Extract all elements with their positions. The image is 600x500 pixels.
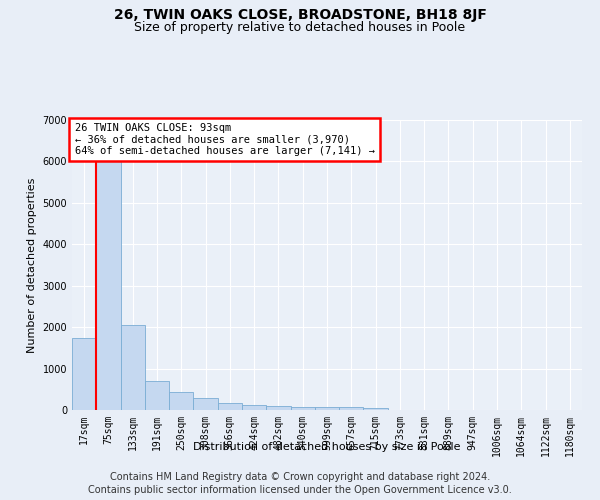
Text: Distribution of detached houses by size in Poole: Distribution of detached houses by size … (193, 442, 461, 452)
Bar (169, 392, 193, 410)
Bar (121, 325, 145, 410)
Bar (145, 381, 169, 410)
Text: Size of property relative to detached houses in Poole: Size of property relative to detached ho… (134, 21, 466, 34)
Y-axis label: Number of detached properties: Number of detached properties (27, 178, 37, 352)
Bar (72, 338, 96, 410)
Bar (290, 407, 315, 410)
Bar (315, 407, 339, 410)
Text: Contains public sector information licensed under the Open Government Licence v3: Contains public sector information licen… (88, 485, 512, 495)
Text: 26, TWIN OAKS CLOSE, BROADSTONE, BH18 8JF: 26, TWIN OAKS CLOSE, BROADSTONE, BH18 8J… (113, 8, 487, 22)
Bar (364, 408, 388, 410)
Bar (218, 404, 242, 410)
Text: 26 TWIN OAKS CLOSE: 93sqm
← 36% of detached houses are smaller (3,970)
64% of se: 26 TWIN OAKS CLOSE: 93sqm ← 36% of detac… (74, 123, 374, 156)
Text: Contains HM Land Registry data © Crown copyright and database right 2024.: Contains HM Land Registry data © Crown c… (110, 472, 490, 482)
Bar (242, 406, 266, 410)
Bar (193, 398, 218, 410)
Bar (96, 147, 121, 410)
Bar (339, 408, 364, 410)
Bar (266, 406, 290, 410)
